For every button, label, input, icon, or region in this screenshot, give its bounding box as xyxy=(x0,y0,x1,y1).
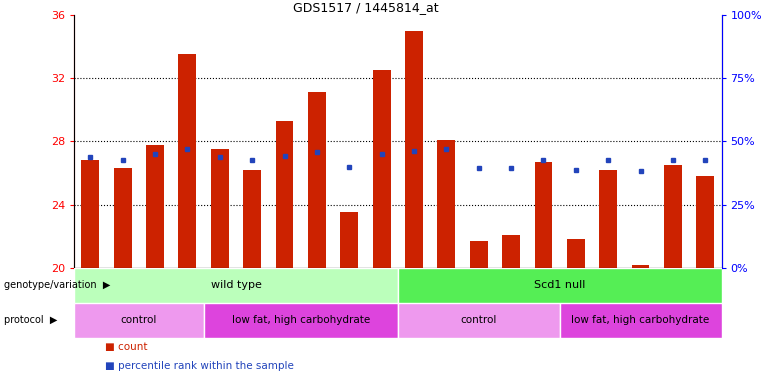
Text: genotype/variation  ▶: genotype/variation ▶ xyxy=(4,280,110,290)
Bar xyxy=(114,168,132,268)
Bar xyxy=(204,303,398,338)
Title: GDS1517 / 1445814_at: GDS1517 / 1445814_at xyxy=(292,1,438,14)
Bar xyxy=(275,121,293,268)
Bar xyxy=(398,268,722,303)
Text: low fat, high carbohydrate: low fat, high carbohydrate xyxy=(572,315,710,325)
Bar xyxy=(470,241,488,268)
Bar xyxy=(502,235,520,268)
Bar xyxy=(81,160,99,268)
Bar xyxy=(438,140,456,268)
Bar xyxy=(559,303,722,338)
Bar xyxy=(340,213,358,268)
Text: control: control xyxy=(121,315,157,325)
Bar xyxy=(697,176,714,268)
Bar xyxy=(664,165,682,268)
Bar xyxy=(567,239,585,268)
Bar xyxy=(243,170,261,268)
Bar xyxy=(74,268,398,303)
Bar xyxy=(632,265,650,268)
Bar xyxy=(146,144,164,268)
Text: control: control xyxy=(460,315,497,325)
Bar xyxy=(398,303,559,338)
Text: wild type: wild type xyxy=(211,280,261,290)
Text: low fat, high carbohydrate: low fat, high carbohydrate xyxy=(232,315,370,325)
Bar xyxy=(373,70,391,268)
Text: protocol  ▶: protocol ▶ xyxy=(4,315,57,325)
Bar xyxy=(179,54,197,268)
Bar xyxy=(74,303,204,338)
Text: ■ count: ■ count xyxy=(105,342,147,352)
Bar xyxy=(405,31,423,268)
Bar xyxy=(211,149,229,268)
Text: Scd1 null: Scd1 null xyxy=(534,280,585,290)
Bar xyxy=(308,92,326,268)
Bar xyxy=(534,162,552,268)
Text: ■ percentile rank within the sample: ■ percentile rank within the sample xyxy=(105,362,294,371)
Bar xyxy=(599,170,617,268)
